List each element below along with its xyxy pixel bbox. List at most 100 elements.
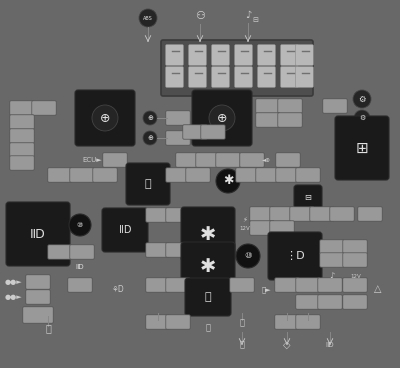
- FancyBboxPatch shape: [275, 278, 299, 292]
- FancyBboxPatch shape: [146, 278, 170, 292]
- FancyBboxPatch shape: [250, 207, 274, 221]
- Text: ⊟: ⊟: [304, 192, 312, 202]
- FancyBboxPatch shape: [268, 232, 322, 280]
- Text: ⚘D: ⚘D: [112, 284, 124, 294]
- FancyBboxPatch shape: [343, 240, 367, 254]
- FancyBboxPatch shape: [276, 153, 300, 167]
- FancyBboxPatch shape: [102, 208, 148, 252]
- FancyBboxPatch shape: [216, 153, 240, 167]
- Text: ⅡD: ⅡD: [30, 227, 46, 241]
- FancyBboxPatch shape: [32, 101, 56, 115]
- FancyBboxPatch shape: [240, 153, 264, 167]
- FancyBboxPatch shape: [320, 253, 344, 267]
- Text: ✱: ✱: [200, 224, 216, 244]
- FancyBboxPatch shape: [68, 278, 92, 292]
- FancyBboxPatch shape: [26, 275, 50, 289]
- FancyBboxPatch shape: [250, 221, 274, 235]
- Text: ⊕: ⊕: [100, 112, 110, 124]
- FancyBboxPatch shape: [70, 168, 94, 182]
- FancyBboxPatch shape: [276, 168, 300, 182]
- FancyBboxPatch shape: [258, 67, 276, 88]
- FancyBboxPatch shape: [270, 221, 294, 235]
- FancyBboxPatch shape: [256, 99, 280, 113]
- FancyBboxPatch shape: [166, 208, 190, 222]
- FancyBboxPatch shape: [318, 278, 342, 292]
- FancyBboxPatch shape: [296, 278, 320, 292]
- FancyBboxPatch shape: [6, 202, 70, 266]
- FancyBboxPatch shape: [146, 208, 170, 222]
- FancyBboxPatch shape: [201, 125, 225, 139]
- FancyBboxPatch shape: [48, 168, 72, 182]
- Text: ⅡD: ⅡD: [76, 264, 84, 270]
- Text: ●●►: ●●►: [5, 294, 23, 300]
- FancyBboxPatch shape: [196, 153, 220, 167]
- FancyBboxPatch shape: [75, 90, 135, 146]
- FancyBboxPatch shape: [258, 45, 276, 66]
- Text: ⊕: ⊕: [217, 112, 227, 124]
- FancyBboxPatch shape: [323, 99, 347, 113]
- FancyBboxPatch shape: [183, 125, 207, 139]
- Circle shape: [353, 90, 371, 108]
- FancyBboxPatch shape: [166, 131, 190, 145]
- FancyBboxPatch shape: [10, 156, 34, 170]
- FancyBboxPatch shape: [146, 243, 170, 257]
- FancyBboxPatch shape: [310, 207, 334, 221]
- Text: 💡: 💡: [240, 340, 244, 350]
- FancyBboxPatch shape: [234, 67, 252, 88]
- Text: ⋮D: ⋮D: [285, 251, 305, 261]
- Text: ♪: ♪: [245, 10, 251, 20]
- FancyBboxPatch shape: [256, 168, 280, 182]
- FancyBboxPatch shape: [166, 278, 190, 292]
- FancyBboxPatch shape: [270, 207, 294, 221]
- FancyBboxPatch shape: [188, 45, 206, 66]
- FancyBboxPatch shape: [234, 45, 252, 66]
- FancyBboxPatch shape: [290, 207, 314, 221]
- FancyBboxPatch shape: [181, 242, 235, 290]
- FancyBboxPatch shape: [296, 67, 314, 88]
- FancyBboxPatch shape: [10, 115, 34, 129]
- FancyBboxPatch shape: [146, 315, 170, 329]
- FancyBboxPatch shape: [23, 307, 53, 323]
- FancyBboxPatch shape: [275, 315, 299, 329]
- Text: 📯: 📯: [205, 292, 211, 302]
- Text: ⛽►: ⛽►: [262, 287, 272, 293]
- Text: ABS: ABS: [143, 15, 153, 21]
- FancyBboxPatch shape: [278, 99, 302, 113]
- Circle shape: [139, 9, 157, 27]
- Text: ⚙: ⚙: [359, 115, 365, 121]
- FancyBboxPatch shape: [358, 207, 382, 221]
- Text: ◇: ◇: [283, 340, 291, 350]
- FancyBboxPatch shape: [176, 153, 200, 167]
- FancyBboxPatch shape: [294, 185, 322, 209]
- FancyBboxPatch shape: [343, 253, 367, 267]
- FancyBboxPatch shape: [296, 168, 320, 182]
- Circle shape: [92, 105, 118, 131]
- FancyBboxPatch shape: [10, 143, 34, 157]
- FancyBboxPatch shape: [335, 116, 389, 180]
- FancyBboxPatch shape: [330, 207, 354, 221]
- FancyBboxPatch shape: [318, 295, 342, 309]
- Text: 📯: 📯: [45, 323, 51, 333]
- FancyBboxPatch shape: [166, 67, 184, 88]
- FancyBboxPatch shape: [126, 163, 170, 205]
- FancyBboxPatch shape: [186, 168, 210, 182]
- Circle shape: [143, 111, 157, 125]
- FancyBboxPatch shape: [343, 278, 367, 292]
- Text: ⊕: ⊕: [147, 115, 153, 121]
- FancyBboxPatch shape: [70, 245, 94, 259]
- Circle shape: [354, 110, 370, 126]
- FancyBboxPatch shape: [296, 295, 320, 309]
- Text: ⛽: ⛽: [145, 179, 151, 189]
- Text: ECU►: ECU►: [82, 157, 102, 163]
- FancyBboxPatch shape: [26, 290, 50, 304]
- FancyBboxPatch shape: [296, 45, 314, 66]
- Text: 🔆: 🔆: [240, 318, 244, 328]
- Circle shape: [69, 214, 91, 236]
- Text: 12V: 12V: [351, 275, 361, 280]
- Text: ⅡD: ⅡD: [326, 342, 334, 348]
- Text: ⚇: ⚇: [195, 11, 205, 21]
- FancyBboxPatch shape: [93, 168, 117, 182]
- Text: ⚙: ⚙: [358, 95, 366, 103]
- FancyBboxPatch shape: [166, 243, 190, 257]
- Text: ⑩: ⑩: [77, 222, 83, 228]
